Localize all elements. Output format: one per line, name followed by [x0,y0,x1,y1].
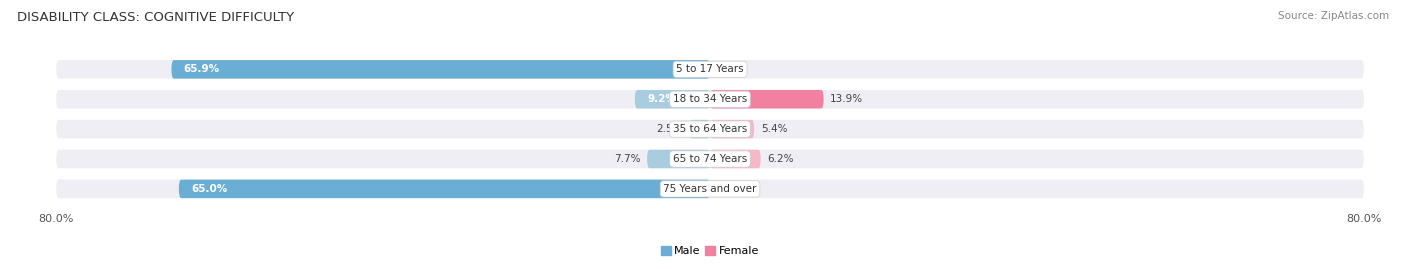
FancyBboxPatch shape [56,180,1364,198]
FancyBboxPatch shape [56,60,1364,79]
FancyBboxPatch shape [647,150,710,168]
Text: 0.0%: 0.0% [717,184,742,194]
FancyBboxPatch shape [636,90,710,108]
FancyBboxPatch shape [710,120,754,138]
FancyBboxPatch shape [56,90,1364,108]
Text: 5.4%: 5.4% [761,124,787,134]
Text: 9.2%: 9.2% [647,94,676,104]
Text: 6.2%: 6.2% [768,154,794,164]
Text: 0.0%: 0.0% [717,64,742,74]
Text: 75 Years and over: 75 Years and over [664,184,756,194]
FancyBboxPatch shape [710,150,761,168]
FancyBboxPatch shape [56,120,1364,138]
Text: 65.9%: 65.9% [184,64,219,74]
Text: DISABILITY CLASS: COGNITIVE DIFFICULTY: DISABILITY CLASS: COGNITIVE DIFFICULTY [17,11,294,24]
Text: 65.0%: 65.0% [191,184,228,194]
FancyBboxPatch shape [56,150,1364,168]
Text: 2.5%: 2.5% [657,124,683,134]
Legend: Male, Female: Male, Female [657,242,763,261]
FancyBboxPatch shape [172,60,710,79]
Text: 65 to 74 Years: 65 to 74 Years [673,154,747,164]
Text: 7.7%: 7.7% [614,154,641,164]
Text: 18 to 34 Years: 18 to 34 Years [673,94,747,104]
Text: Source: ZipAtlas.com: Source: ZipAtlas.com [1278,11,1389,21]
FancyBboxPatch shape [710,90,824,108]
FancyBboxPatch shape [689,120,710,138]
Text: 35 to 64 Years: 35 to 64 Years [673,124,747,134]
FancyBboxPatch shape [179,180,710,198]
Text: 5 to 17 Years: 5 to 17 Years [676,64,744,74]
Text: 13.9%: 13.9% [830,94,863,104]
